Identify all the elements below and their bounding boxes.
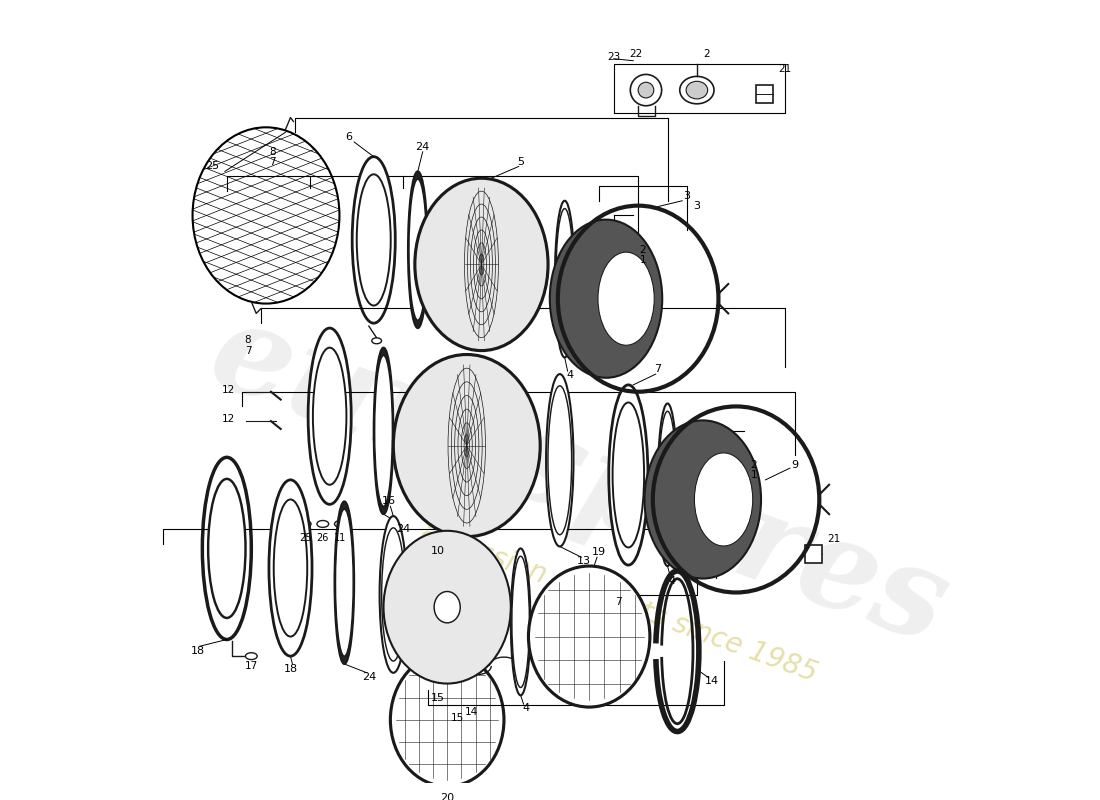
Ellipse shape (510, 549, 530, 695)
Bar (756, 86, 773, 103)
Ellipse shape (202, 458, 251, 639)
Ellipse shape (312, 348, 346, 485)
Text: 21: 21 (827, 534, 840, 544)
Circle shape (630, 74, 661, 106)
Ellipse shape (308, 328, 351, 504)
Ellipse shape (546, 374, 573, 546)
Text: 16: 16 (382, 497, 395, 506)
Text: 15: 15 (430, 694, 444, 703)
Text: 25: 25 (299, 533, 311, 542)
Circle shape (638, 82, 653, 98)
Text: 4: 4 (522, 703, 529, 713)
Text: 23: 23 (607, 52, 620, 62)
Ellipse shape (372, 338, 382, 344)
Ellipse shape (598, 252, 654, 346)
Text: 7: 7 (615, 598, 622, 607)
Text: 13: 13 (578, 556, 592, 566)
Text: 18: 18 (190, 646, 205, 656)
Ellipse shape (245, 653, 257, 659)
Text: 9: 9 (791, 460, 799, 470)
Text: 24: 24 (416, 142, 430, 152)
Ellipse shape (352, 157, 395, 323)
Ellipse shape (375, 355, 393, 506)
Ellipse shape (274, 499, 307, 637)
Ellipse shape (528, 566, 650, 707)
Ellipse shape (548, 386, 572, 534)
Ellipse shape (680, 76, 714, 104)
Text: 7: 7 (654, 364, 661, 374)
Ellipse shape (613, 402, 645, 547)
Ellipse shape (415, 178, 548, 350)
Text: 8: 8 (244, 335, 251, 345)
Text: 17: 17 (244, 661, 257, 671)
Ellipse shape (434, 591, 460, 623)
Text: 10: 10 (430, 546, 444, 556)
Text: 12: 12 (222, 385, 235, 394)
Text: 4: 4 (566, 370, 573, 380)
Ellipse shape (334, 502, 354, 664)
Text: a passion for parts since 1985: a passion for parts since 1985 (417, 518, 821, 687)
Text: eurospares: eurospares (195, 290, 964, 670)
Text: 15: 15 (450, 713, 463, 723)
Text: 7: 7 (270, 157, 276, 166)
Ellipse shape (384, 530, 510, 683)
Ellipse shape (390, 654, 504, 786)
Text: 7: 7 (244, 346, 251, 355)
Ellipse shape (686, 82, 707, 99)
Ellipse shape (334, 521, 346, 527)
Text: 12: 12 (222, 414, 235, 424)
Ellipse shape (556, 209, 573, 350)
Text: 24: 24 (362, 672, 376, 682)
Text: 14: 14 (465, 707, 478, 717)
Text: 11: 11 (334, 533, 346, 542)
Ellipse shape (317, 521, 329, 527)
Ellipse shape (299, 521, 311, 527)
Ellipse shape (208, 479, 245, 618)
Text: 6: 6 (345, 132, 353, 142)
Ellipse shape (336, 510, 353, 656)
Text: 26: 26 (317, 533, 329, 542)
Text: 1: 1 (750, 470, 757, 480)
Bar (804, 546, 822, 563)
Text: 25: 25 (205, 162, 219, 171)
Ellipse shape (550, 220, 662, 378)
Ellipse shape (374, 348, 394, 514)
Ellipse shape (554, 201, 574, 358)
Ellipse shape (512, 556, 529, 687)
Text: 20: 20 (440, 793, 454, 800)
Text: 2: 2 (703, 49, 710, 59)
Text: 14: 14 (704, 676, 718, 686)
Ellipse shape (645, 420, 761, 578)
Text: 2: 2 (640, 245, 647, 254)
Text: 3: 3 (693, 201, 701, 210)
Text: 22: 22 (629, 49, 642, 59)
Ellipse shape (382, 528, 405, 661)
Ellipse shape (694, 453, 752, 546)
Text: 8: 8 (270, 146, 276, 157)
Ellipse shape (409, 179, 427, 320)
Text: 5: 5 (517, 157, 524, 166)
Ellipse shape (379, 516, 407, 673)
Text: 2: 2 (750, 460, 757, 470)
Text: 19: 19 (592, 547, 606, 558)
Text: 1: 1 (640, 254, 647, 265)
Text: 3: 3 (683, 191, 691, 201)
Ellipse shape (408, 171, 428, 328)
Text: 24: 24 (396, 524, 410, 534)
Ellipse shape (394, 354, 540, 537)
Text: 4: 4 (669, 576, 676, 586)
Ellipse shape (658, 403, 678, 566)
Ellipse shape (659, 411, 676, 558)
Text: 18: 18 (284, 664, 297, 674)
Ellipse shape (608, 385, 648, 565)
Ellipse shape (192, 127, 340, 303)
Ellipse shape (268, 480, 312, 656)
Ellipse shape (356, 174, 390, 306)
Text: 21: 21 (779, 63, 792, 74)
